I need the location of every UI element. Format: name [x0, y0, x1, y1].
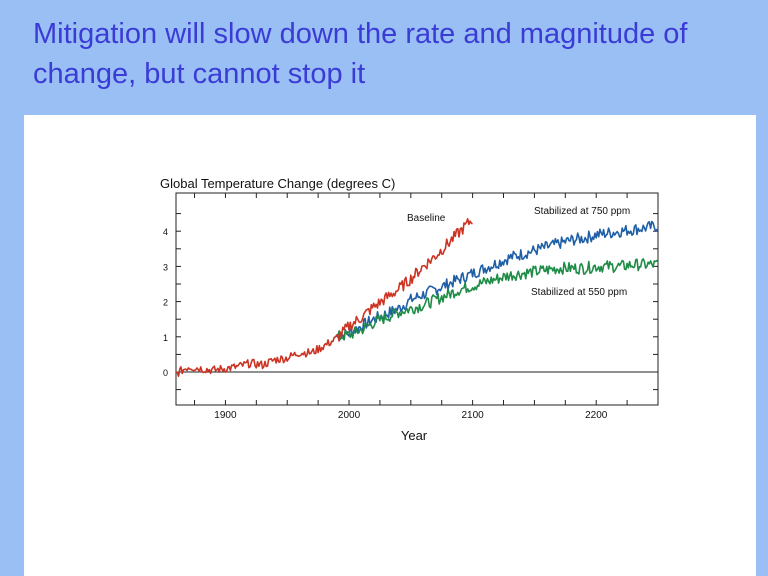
temperature-chart: Global Temperature Change (degrees C) 0 1…	[160, 176, 659, 443]
y-tick-label: 4	[163, 227, 168, 237]
y-tick-label: 2	[163, 298, 168, 308]
y-tick-label: 1	[163, 333, 168, 343]
annotation-baseline: Baseline	[407, 213, 446, 224]
x-tick-label: 2200	[585, 410, 608, 421]
x-tick-label: 1900	[214, 410, 237, 421]
chart-annotations: Baseline Stabilized at 750 ppm Stabilized …	[407, 206, 630, 298]
x-tick-label: 2000	[338, 410, 361, 421]
chart-axes: 0 1 2 3 4 1900 2000 2100 2200	[163, 192, 659, 421]
series-line-750ppm	[336, 220, 659, 342]
series-line-baseline	[175, 218, 473, 378]
y-tick-label: 0	[163, 368, 168, 378]
chart-panel: Global Temperature Change (degrees C) 0 1…	[24, 115, 756, 576]
chart-series	[175, 218, 659, 378]
series-line-550ppm	[336, 258, 659, 341]
annotation-750ppm: Stabilized at 750 ppm	[534, 206, 630, 217]
annotation-550ppm: Stabilized at 550 ppm	[531, 287, 627, 298]
plot-frame	[175, 192, 659, 406]
x-tick-label: 2100	[461, 410, 484, 421]
slide-title: Mitigation will slow down the rate and m…	[33, 18, 688, 90]
chart-title: Global Temperature Change (degrees C)	[160, 176, 395, 191]
x-axis-label: Year	[401, 428, 428, 443]
y-tick-label: 3	[163, 262, 168, 272]
